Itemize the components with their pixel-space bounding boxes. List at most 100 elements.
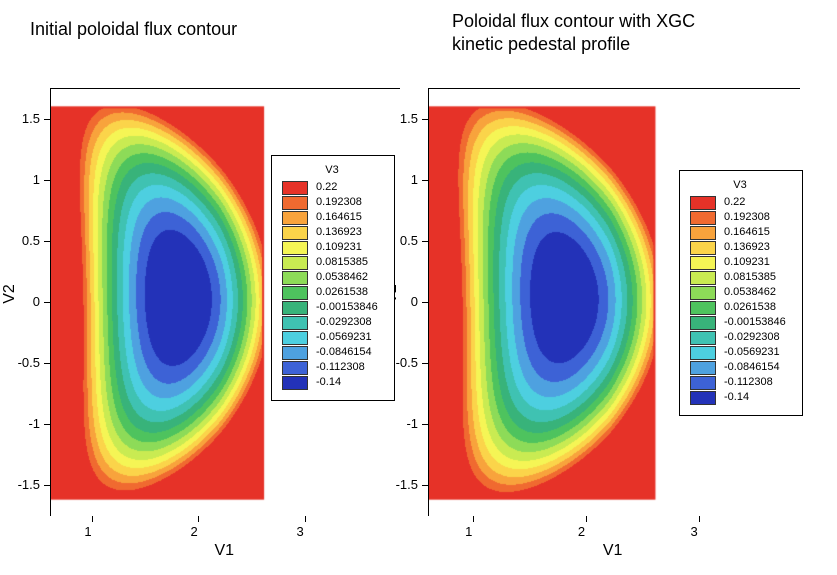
- ytick: [422, 241, 428, 242]
- ytick-label: 1: [0, 172, 40, 187]
- legend-swatch: [690, 376, 716, 390]
- legend-row: 0.0815385: [282, 255, 382, 270]
- legend-left: V3 0.220.1923080.1646150.1369230.1092310…: [271, 155, 395, 401]
- legend-row: 0.109231: [690, 255, 790, 270]
- ytick: [44, 363, 50, 364]
- ytick-label: -0.5: [0, 355, 40, 370]
- legend-label: 0.164615: [316, 210, 362, 225]
- legend-swatch: [690, 256, 716, 270]
- legend-label: 0.0815385: [316, 255, 368, 270]
- legend-label: -0.0292308: [316, 315, 372, 330]
- ytick-label: 0.5: [0, 233, 40, 248]
- legend-label: -0.0569231: [724, 345, 780, 360]
- legend-title: V3: [690, 179, 790, 191]
- legend-row: 0.0538462: [282, 270, 382, 285]
- legend-swatch: [690, 316, 716, 330]
- legend-label: 0.192308: [316, 195, 362, 210]
- legend-row: 0.0815385: [690, 270, 790, 285]
- legend-label: -0.00153846: [316, 300, 378, 315]
- ytick-label: 1.5: [0, 111, 40, 126]
- legend-swatch: [282, 361, 308, 375]
- legend-row: -0.0569231: [690, 345, 790, 360]
- legend-label: 0.0538462: [316, 270, 368, 285]
- legend-row: 0.136923: [690, 240, 790, 255]
- legend-row: 0.0261538: [690, 300, 790, 315]
- legend-label: -0.0846154: [316, 345, 372, 360]
- xtick-label: 2: [190, 524, 197, 539]
- legend-row: 0.164615: [690, 225, 790, 240]
- title-right: Poloidal flux contour with XGC kinetic p…: [452, 10, 695, 57]
- legend-row: 0.136923: [282, 225, 382, 240]
- legend-swatch: [690, 211, 716, 225]
- ytick-label: 0: [378, 294, 418, 309]
- legend-swatch: [282, 286, 308, 300]
- ytick: [422, 302, 428, 303]
- legend-row: -0.0846154: [282, 345, 382, 360]
- legend-swatch: [282, 316, 308, 330]
- legend-swatch: [282, 256, 308, 270]
- legend-swatch: [690, 271, 716, 285]
- legend-label: 0.164615: [724, 225, 770, 240]
- ytick-label: -1.5: [0, 477, 40, 492]
- legend-swatch: [282, 271, 308, 285]
- ytick: [44, 180, 50, 181]
- legend-label: 0.136923: [316, 225, 362, 240]
- legend-row: 0.0538462: [690, 285, 790, 300]
- legend-label: 0.0815385: [724, 270, 776, 285]
- legend-label: 0.109231: [724, 255, 770, 270]
- legend-swatch: [282, 241, 308, 255]
- xtick-label: 2: [578, 524, 585, 539]
- ytick: [422, 424, 428, 425]
- legend-row: -0.14: [282, 375, 382, 390]
- legend-body-left: 0.220.1923080.1646150.1369230.1092310.08…: [282, 180, 382, 390]
- legend-label: 0.136923: [724, 240, 770, 255]
- legend-body-right: 0.220.1923080.1646150.1369230.1092310.08…: [690, 195, 790, 405]
- legend-swatch: [690, 361, 716, 375]
- ytick: [422, 180, 428, 181]
- xtick-label: 3: [297, 524, 304, 539]
- legend-label: -0.14: [724, 390, 749, 405]
- ytick: [44, 485, 50, 486]
- xtick: [586, 516, 587, 522]
- legend-label: -0.00153846: [724, 315, 786, 330]
- legend-label: 0.22: [316, 180, 337, 195]
- legend-row: -0.0292308: [690, 330, 790, 345]
- xtick: [305, 516, 306, 522]
- legend-swatch: [282, 301, 308, 315]
- legend-label: 0.109231: [316, 240, 362, 255]
- ytick: [44, 424, 50, 425]
- legend-swatch: [690, 391, 716, 405]
- ytick: [422, 119, 428, 120]
- ytick-label: -1: [0, 416, 40, 431]
- legend-swatch: [690, 196, 716, 210]
- legend-title: V3: [282, 164, 382, 176]
- legend-row: -0.00153846: [282, 300, 382, 315]
- xtick: [92, 516, 93, 522]
- ytick: [44, 302, 50, 303]
- legend-label: 0.22: [724, 195, 745, 210]
- legend-row: -0.0292308: [282, 315, 382, 330]
- legend-swatch: [690, 241, 716, 255]
- ytick-label: 0.5: [378, 233, 418, 248]
- legend-swatch: [282, 226, 308, 240]
- legend-swatch: [282, 196, 308, 210]
- legend-label: -0.0846154: [724, 360, 780, 375]
- legend-swatch: [282, 181, 308, 195]
- legend-label: -0.0569231: [316, 330, 372, 345]
- legend-label: -0.0292308: [724, 330, 780, 345]
- legend-label: 0.0261538: [724, 300, 776, 315]
- legend-row: 0.0261538: [282, 285, 382, 300]
- ytick-label: -1.5: [378, 477, 418, 492]
- xtick: [473, 516, 474, 522]
- ytick: [44, 119, 50, 120]
- legend-label: 0.0538462: [724, 285, 776, 300]
- legend-swatch: [282, 376, 308, 390]
- legend-row: -0.0846154: [690, 360, 790, 375]
- xlabel-right: V1: [603, 542, 623, 560]
- legend-row: 0.22: [690, 195, 790, 210]
- xtick-label: 3: [691, 524, 698, 539]
- ytick-label: 1: [378, 172, 418, 187]
- legend-swatch: [690, 226, 716, 240]
- ytick: [422, 485, 428, 486]
- legend-swatch: [282, 346, 308, 360]
